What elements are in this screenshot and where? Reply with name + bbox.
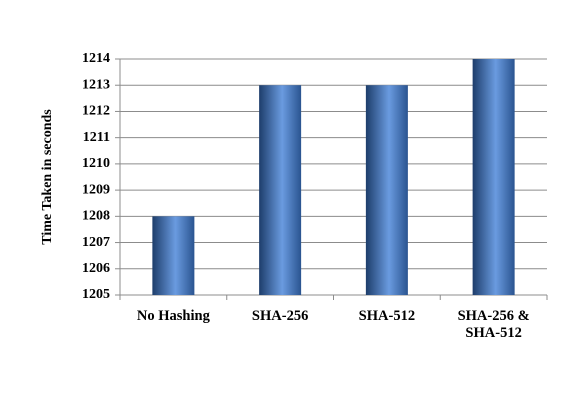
x-tick-label: SHA-512 bbox=[358, 308, 416, 324]
bar bbox=[472, 59, 515, 295]
y-tick-label: 1210 bbox=[82, 156, 110, 171]
y-axis-label: Time Taken in seconds bbox=[40, 109, 55, 245]
x-tick-label: SHA-256 bbox=[251, 308, 309, 324]
y-tick-label: 1211 bbox=[83, 130, 110, 145]
y-tick-label: 1213 bbox=[82, 77, 110, 92]
y-tick-label: 1206 bbox=[82, 261, 110, 276]
y-tick-label: 1214 bbox=[82, 51, 110, 66]
y-tick-label: 1209 bbox=[82, 182, 110, 197]
y-tick-label: 1207 bbox=[82, 235, 110, 250]
bar bbox=[152, 216, 195, 295]
y-tick-label: 1208 bbox=[82, 209, 110, 224]
bar bbox=[259, 85, 302, 295]
bar bbox=[365, 85, 408, 295]
y-tick-label: 1212 bbox=[82, 104, 110, 119]
x-tick-label: SHA-256 & SHA-512 bbox=[457, 308, 530, 341]
y-tick-label: 1205 bbox=[82, 287, 110, 302]
x-tick-label: No Hashing bbox=[136, 308, 210, 324]
